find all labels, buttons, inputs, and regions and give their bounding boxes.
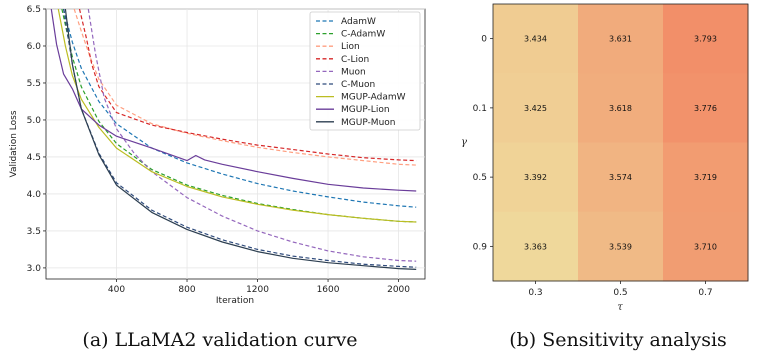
heatmap-x-tick-label: 0.3 bbox=[528, 288, 542, 298]
heatmap-x-ticks: 0.3 0.5 0.7 bbox=[528, 281, 713, 298]
line-y-tick-label: 3.0 bbox=[27, 264, 42, 274]
legend-label: C-AdamW bbox=[341, 30, 385, 40]
line-y-ticks: 3.0 3.5 4.0 4.5 5.0 5.5 6.0 6.5 bbox=[27, 5, 46, 274]
legend-label: C-Lion bbox=[341, 55, 369, 65]
line-y-tick-label: 5.5 bbox=[27, 79, 41, 89]
heatmap-cell-value: 3.425 bbox=[524, 104, 547, 113]
series-line-mgup-lion bbox=[50, 9, 417, 192]
legend-label: C-Muon bbox=[341, 80, 375, 90]
heatmap-cell bbox=[578, 73, 664, 143]
heatmap-cell-value: 3.793 bbox=[694, 35, 717, 44]
heatmap-cell bbox=[493, 211, 579, 282]
line-x-ticks: 400 800 1200 1600 2000 bbox=[108, 279, 410, 295]
heatmap-cell bbox=[493, 73, 579, 143]
legend-box bbox=[309, 11, 421, 131]
series-line-c-muon bbox=[63, 9, 417, 268]
sensitivity-heatmap: 3.434 3.631 3.793 3.425 3.618 3.776 3.392 3.574… bbox=[461, 3, 749, 313]
line-x-tick-label: 1200 bbox=[246, 285, 269, 295]
line-legend: AdamW C-AdamW Lion C-Lion Muon C-Muon MGUP-Ada… bbox=[309, 11, 421, 131]
heatmap-cell bbox=[663, 142, 749, 213]
heatmap-cell-value: 3.539 bbox=[609, 242, 632, 251]
heatmap-y-axis-label: γ bbox=[461, 137, 467, 148]
line-x-tick-label: 800 bbox=[178, 285, 195, 295]
legend-label: AdamW bbox=[341, 17, 376, 27]
legend-label: Muon bbox=[341, 67, 366, 77]
line-x-tick-label: 1600 bbox=[317, 285, 340, 295]
heatmap-cell bbox=[578, 4, 664, 74]
line-series-group bbox=[50, 9, 417, 270]
heatmap-cell-value: 3.434 bbox=[524, 35, 547, 44]
heatmap-cell bbox=[493, 142, 579, 213]
heatmap-cell bbox=[663, 211, 749, 282]
heatmap-cell-value: 3.574 bbox=[609, 173, 632, 182]
heatmap-cell bbox=[663, 73, 749, 143]
line-x-tick-label: 400 bbox=[108, 285, 125, 295]
heatmap-y-tick-label: 0.1 bbox=[473, 104, 487, 114]
heatmap-cell bbox=[663, 4, 749, 74]
legend-items: AdamW C-AdamW Lion C-Lion Muon C-Muon MGUP-Ada… bbox=[316, 17, 406, 128]
line-y-axis-label: Validation Loss bbox=[9, 110, 19, 177]
heatmap-cell bbox=[493, 4, 579, 74]
series-line-mgup-adamw bbox=[57, 9, 417, 223]
heatmap-cell-value: 3.363 bbox=[524, 242, 547, 251]
line-y-tick-label: 4.0 bbox=[27, 190, 42, 200]
heatmap-y-tick-label: 0 bbox=[481, 35, 487, 45]
heatmap-cell-value: 3.631 bbox=[609, 35, 632, 44]
line-gridlines bbox=[46, 8, 425, 279]
legend-label: MGUP-AdamW bbox=[341, 93, 406, 103]
heatmap-cell bbox=[578, 142, 664, 213]
line-y-tick-label: 3.5 bbox=[27, 227, 41, 237]
series-line-muon bbox=[87, 9, 417, 262]
heatmap-cell-value: 3.776 bbox=[694, 104, 717, 113]
heatmap-y-tick-label: 0.9 bbox=[473, 242, 488, 252]
heatmap-cell-value: 3.710 bbox=[694, 242, 717, 251]
heatmap-cells: 3.434 3.631 3.793 3.425 3.618 3.776 3.392 3.574… bbox=[493, 4, 749, 282]
heatmap-cell-value: 3.719 bbox=[694, 173, 717, 182]
heatmap-y-ticks: 0 0.1 0.5 0.9 bbox=[473, 35, 493, 252]
heatmap-cell-value: 3.618 bbox=[609, 104, 632, 113]
legend-label: MGUP-Muon bbox=[341, 118, 395, 128]
line-y-tick-label: 4.5 bbox=[27, 153, 41, 163]
series-line-adamw bbox=[63, 9, 417, 208]
legend-label: MGUP-Lion bbox=[341, 105, 390, 115]
line-y-tick-label: 6.5 bbox=[27, 5, 41, 15]
series-line-mgup-muon bbox=[64, 9, 417, 270]
heatmap-cell-value: 3.392 bbox=[524, 173, 547, 182]
heatmap-y-tick-label: 0.5 bbox=[473, 173, 487, 183]
caption-left: (a) LLaMA2 validation curve bbox=[82, 329, 357, 351]
line-y-tick-label: 6.0 bbox=[27, 42, 42, 52]
series-line-c-lion bbox=[78, 9, 417, 162]
line-y-tick-label: 5.0 bbox=[27, 116, 42, 126]
caption-right: (b) Sensitivity analysis bbox=[509, 329, 727, 351]
heatmap-x-axis-label: τ bbox=[617, 302, 623, 313]
validation-curve-chart: 400 800 1200 1600 2000 3.0 3.5 4.0 4.5 5.0 5.5 6.0… bbox=[9, 5, 426, 306]
line-x-tick-label: 2000 bbox=[387, 285, 410, 295]
heatmap-cell bbox=[578, 211, 664, 282]
legend-label: Lion bbox=[341, 42, 360, 52]
heatmap-x-tick-label: 0.5 bbox=[613, 288, 627, 298]
heatmap-x-tick-label: 0.7 bbox=[698, 288, 712, 298]
line-x-axis-label: Iteration bbox=[216, 296, 254, 306]
